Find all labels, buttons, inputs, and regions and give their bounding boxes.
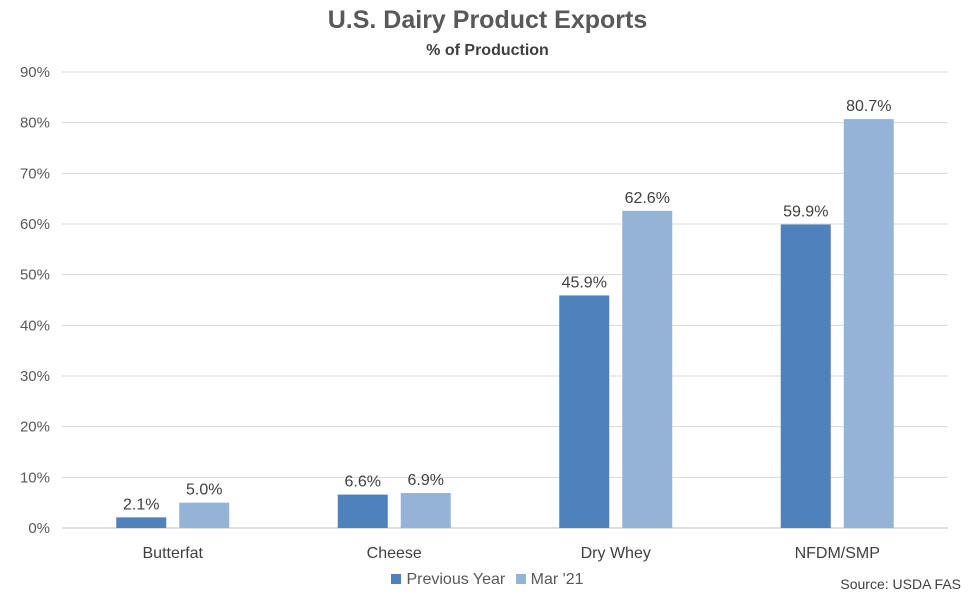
x-category-label: NFDM/SMP [795, 545, 880, 562]
bars [116, 119, 894, 529]
legend-swatch-mar-21 [515, 574, 526, 584]
x-category-label: Dry Whey [581, 545, 651, 562]
legend-swatch-previous-year [391, 574, 402, 584]
data-label-nfdm-smp-previous-year: 59.9% [783, 204, 828, 221]
bar-cheese-previous-year [337, 494, 388, 528]
data-labels: 2.1% 5.0% 6.6% 6.9% 45.9% 62.6% 59.9% 80.7% [123, 98, 891, 513]
y-axis-ticks: 0% 10% 20% 30% 40% 50% 60% 70% 80% 90% [20, 64, 50, 537]
data-label-cheese-mar-21: 6.9% [408, 472, 444, 489]
bar-butterfat-mar-21 [179, 502, 230, 528]
x-category-label: Cheese [367, 545, 422, 562]
y-tick-label: 80% [20, 115, 50, 132]
bar-dry-whey-previous-year [559, 295, 610, 528]
source-note: Source: USDA FAS [840, 576, 961, 592]
bar-nfdm-smp-previous-year [780, 224, 831, 529]
data-label-dry-whey-mar-21: 62.6% [625, 190, 670, 207]
legend-label-previous-year: Previous Year [406, 571, 506, 588]
y-tick-label: 70% [20, 165, 50, 182]
y-tick-label: 30% [20, 368, 50, 385]
legend-item-previous-year: Previous Year [391, 571, 505, 589]
y-tick-label: 60% [20, 216, 50, 233]
data-label-cheese-previous-year: 6.6% [345, 474, 381, 491]
y-tick-label: 50% [20, 267, 50, 284]
bar-nfdm-smp-mar-21 [843, 119, 894, 529]
chart-subtitle: % of Production [426, 42, 549, 59]
chart-title: U.S. Dairy Product Exports [327, 6, 648, 34]
data-label-butterfat-previous-year: 2.1% [123, 496, 159, 513]
legend-label-mar-21: Mar '21 [530, 571, 584, 588]
x-axis-categories: Butterfat Cheese Dry Whey NFDM/SMP [143, 545, 880, 562]
legend-item-mar-21: Mar '21 [515, 571, 584, 589]
bar-cheese-mar-21 [400, 493, 451, 528]
y-tick-label: 20% [20, 419, 50, 436]
legend: Previous Year Mar '21 [0, 571, 975, 589]
data-label-nfdm-smp-mar-21: 80.7% [846, 98, 891, 115]
data-label-dry-whey-previous-year: 45.9% [562, 274, 607, 291]
bar-dry-whey-mar-21 [622, 210, 673, 528]
bar-butterfat-previous-year [116, 517, 167, 528]
x-category-label: Butterfat [143, 545, 204, 562]
y-tick-label: 10% [20, 469, 50, 486]
y-tick-label: 0% [28, 520, 50, 537]
y-tick-label: 90% [20, 64, 50, 81]
data-label-butterfat-mar-21: 5.0% [186, 482, 222, 499]
y-tick-label: 40% [20, 317, 50, 334]
